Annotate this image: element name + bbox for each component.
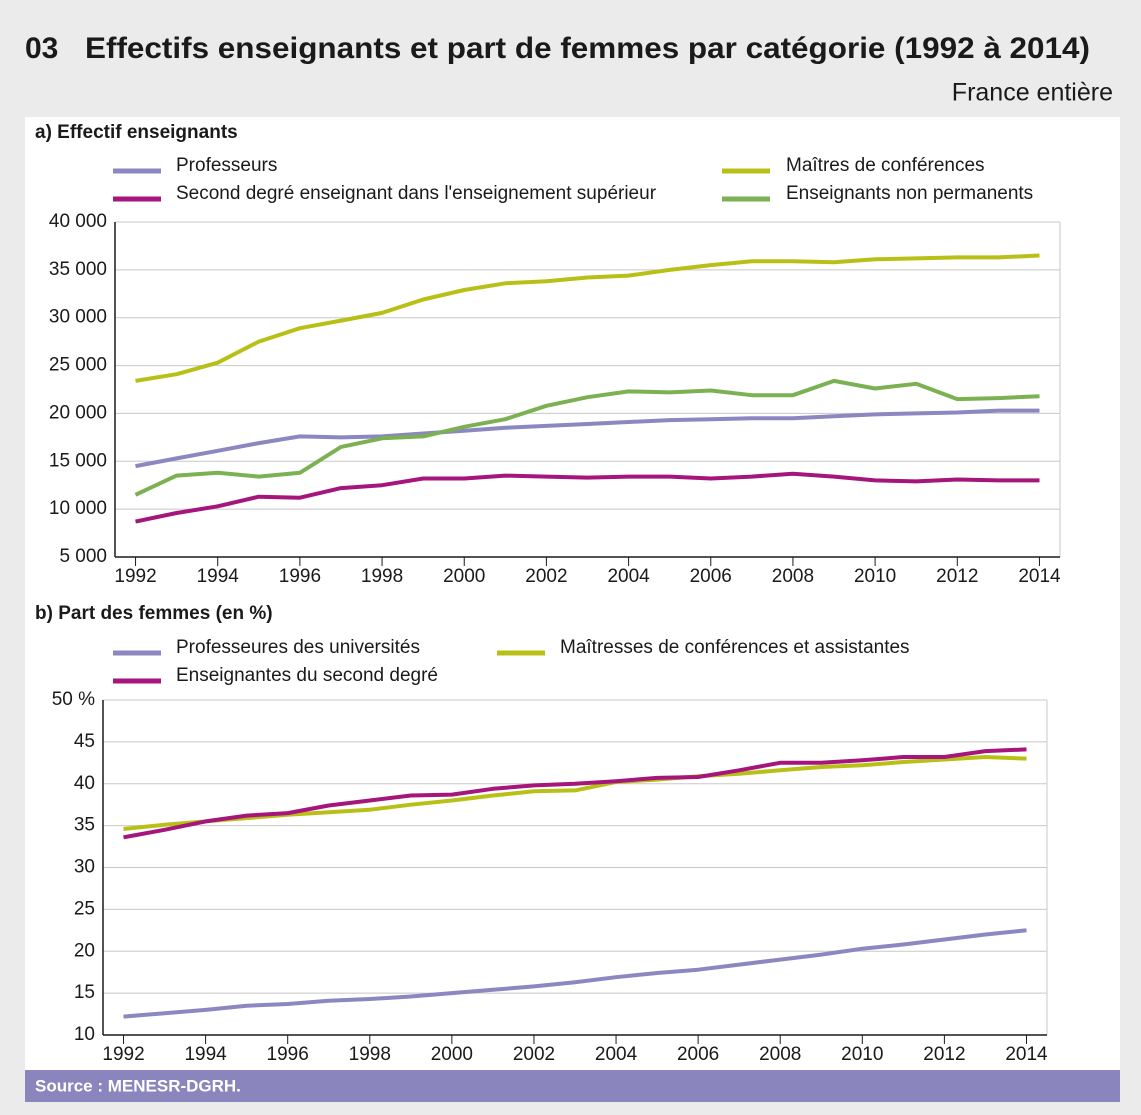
x-tick-label: 1992 — [102, 1044, 144, 1065]
x-tick-label: 2010 — [854, 566, 896, 587]
legend-label: Professeurs — [176, 155, 277, 176]
x-tick-label: 2008 — [759, 1044, 801, 1065]
y-tick-label: 50 % — [52, 689, 95, 710]
y-tick-label: 35 000 — [49, 259, 107, 280]
x-tick-label: 1994 — [184, 1044, 227, 1065]
legend-label: Enseignantes du second degré — [176, 665, 438, 686]
legend-label: Maîtres de conférences — [786, 155, 985, 176]
x-tick-label: 1996 — [279, 566, 321, 587]
figure-title: Effectifs enseignants et part de femmes … — [85, 32, 1090, 65]
x-tick-label: 2014 — [1018, 566, 1061, 587]
figure-number: 03 — [25, 32, 58, 65]
x-tick-label: 2006 — [677, 1044, 719, 1065]
y-tick-label: 20 — [74, 940, 95, 961]
figure-subtitle: France entière — [952, 79, 1113, 107]
x-tick-label: 2004 — [607, 566, 650, 587]
y-tick-label: 25 000 — [49, 355, 107, 376]
x-tick-label: 1996 — [267, 1044, 309, 1065]
x-tick-label: 2010 — [841, 1044, 883, 1065]
source-bar — [25, 1070, 1120, 1102]
y-tick-label: 25 — [74, 898, 95, 919]
y-tick-label: 15 000 — [49, 450, 107, 471]
y-tick-label: 10 000 — [49, 498, 107, 519]
x-tick-label: 1998 — [361, 566, 403, 587]
y-tick-label: 40 000 — [49, 211, 107, 232]
x-tick-label: 1994 — [197, 566, 240, 587]
series-line — [134, 378, 1040, 497]
y-tick-label: 30 000 — [49, 307, 107, 328]
series-line — [135, 471, 1040, 524]
y-tick-label: 20 000 — [49, 402, 107, 423]
series-line — [135, 408, 1040, 469]
series-line — [135, 253, 1040, 383]
x-tick-label: 2000 — [431, 1044, 473, 1065]
y-tick-label: 45 — [74, 731, 95, 752]
y-tick-label: 15 — [74, 982, 95, 1003]
legend-label: Maîtresses de conférences et assistantes — [560, 637, 910, 658]
x-tick-label: 2006 — [690, 566, 732, 587]
source: Source : MENESR-DGRH. — [35, 1076, 241, 1095]
x-tick-label: 2002 — [525, 566, 567, 587]
x-tick-label: 1998 — [349, 1044, 391, 1065]
x-tick-label: 2000 — [443, 566, 485, 587]
x-tick-label: 2008 — [772, 566, 814, 587]
legend-label: Professeures des universités — [176, 637, 420, 658]
x-tick-label: 1992 — [114, 566, 156, 587]
y-tick-label: 10 — [74, 1024, 95, 1045]
chart-title: a) Effectif enseignants — [35, 122, 238, 143]
y-tick-label: 35 — [74, 815, 95, 836]
y-tick-label: 40 — [74, 773, 95, 794]
chart-title: b) Part des femmes (en %) — [35, 603, 273, 624]
x-tick-label: 2002 — [513, 1044, 555, 1065]
legend-label: Enseignants non permanents — [786, 183, 1033, 204]
series-line — [123, 928, 1027, 1019]
x-tick-label: 2012 — [923, 1044, 965, 1065]
x-tick-label: 2004 — [595, 1044, 638, 1065]
panel — [25, 117, 1120, 1070]
series-line — [123, 747, 1027, 840]
y-tick-label: 30 — [74, 857, 95, 878]
y-tick-label: 5 000 — [59, 546, 107, 567]
x-tick-label: 2014 — [1005, 1044, 1048, 1065]
x-tick-label: 2012 — [936, 566, 978, 587]
legend-label: Second degré enseignant dans l'enseignem… — [176, 183, 657, 204]
